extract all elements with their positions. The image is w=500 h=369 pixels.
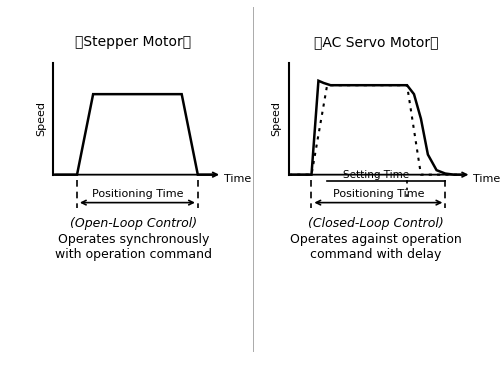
- Text: Time: Time: [224, 174, 251, 184]
- Text: Speed: Speed: [36, 101, 46, 136]
- Text: Time: Time: [473, 174, 500, 184]
- Text: with operation command: with operation command: [55, 248, 212, 262]
- Text: Setting Time: Setting Time: [342, 170, 409, 180]
- Text: 【Stepper Motor】: 【Stepper Motor】: [76, 35, 192, 49]
- Text: Operates synchronously: Operates synchronously: [58, 233, 209, 246]
- Text: (Closed-Loop Control): (Closed-Loop Control): [308, 217, 444, 230]
- Text: Speed: Speed: [272, 101, 281, 136]
- Text: Positioning Time: Positioning Time: [332, 189, 424, 199]
- Text: (Open-Loop Control): (Open-Loop Control): [70, 217, 197, 230]
- Text: Operates against operation: Operates against operation: [290, 233, 462, 246]
- Text: 【AC Servo Motor】: 【AC Servo Motor】: [314, 35, 438, 49]
- Text: Positioning Time: Positioning Time: [92, 189, 183, 199]
- Text: command with delay: command with delay: [310, 248, 442, 262]
